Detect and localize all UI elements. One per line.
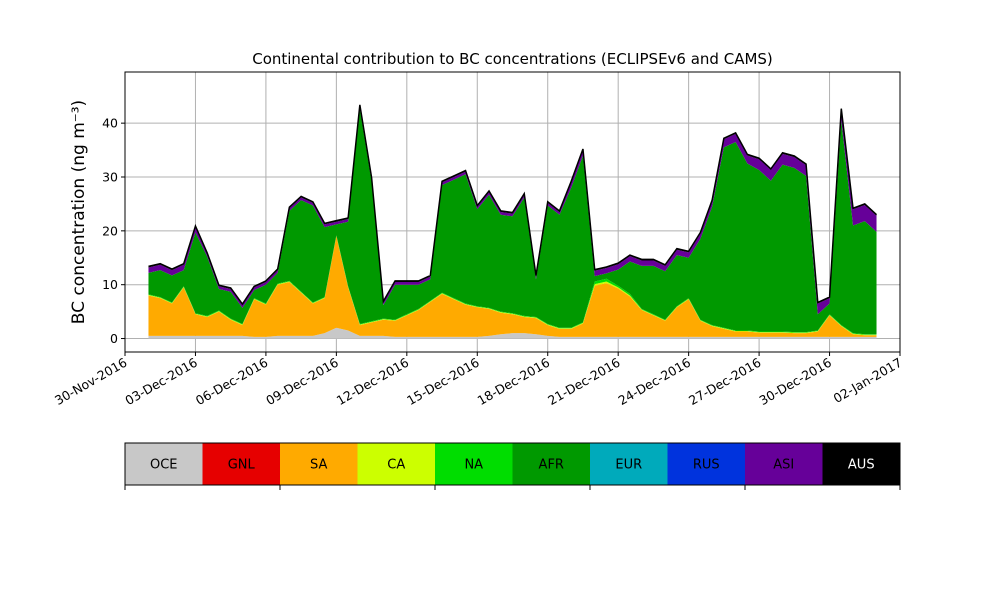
y-tick-label: 30	[102, 170, 118, 185]
legend-label: EUR	[615, 458, 642, 473]
chart-title: Continental contribution to BC concentra…	[252, 50, 773, 68]
legend-swatch-aus	[822, 443, 901, 485]
plot-frame	[124, 71, 901, 353]
legend-label: AUS	[848, 458, 875, 473]
plot-area	[124, 71, 901, 353]
legend-colorbar: OCE GNL SA CA NA AFR EUR RUS ASI AUS	[124, 442, 901, 490]
y-tick-label: 0	[110, 331, 118, 346]
legend-label: CA	[387, 458, 405, 473]
legend-swatch-asi	[745, 443, 823, 485]
y-axis-label: BC concentration (ng m⁻³)	[69, 100, 89, 324]
y-tick-label: 10	[102, 277, 118, 292]
legend-label: ASI	[773, 458, 794, 473]
area-series-sa	[148, 236, 877, 337]
legend-label: RUS	[693, 458, 720, 473]
legend-label: SA	[310, 458, 327, 473]
area-series-oce	[148, 327, 877, 339]
stacked-areas	[148, 104, 877, 339]
area-series-afr	[148, 108, 877, 335]
legend-swatch-sa	[280, 443, 358, 485]
y-tick-label: 40	[102, 116, 118, 131]
legend-label: AFR	[539, 458, 564, 473]
legend-label: OCE	[150, 458, 178, 473]
legend-swatch-gnl	[202, 443, 281, 485]
legend-frame	[124, 442, 901, 486]
legend-swatch-rus	[667, 443, 746, 485]
legend-swatch-eur	[590, 443, 668, 485]
y-axis: 0 10 20 30 40	[102, 116, 125, 346]
legend-label: GNL	[228, 458, 256, 473]
legend-label: NA	[464, 458, 483, 473]
legend-swatch-afr	[512, 443, 591, 485]
legend-swatch-ca	[357, 443, 436, 485]
legend-swatch-oce	[125, 443, 203, 485]
total-outline-line	[148, 104, 878, 306]
legend-swatch-na	[435, 443, 513, 485]
y-tick-label: 20	[102, 223, 118, 238]
